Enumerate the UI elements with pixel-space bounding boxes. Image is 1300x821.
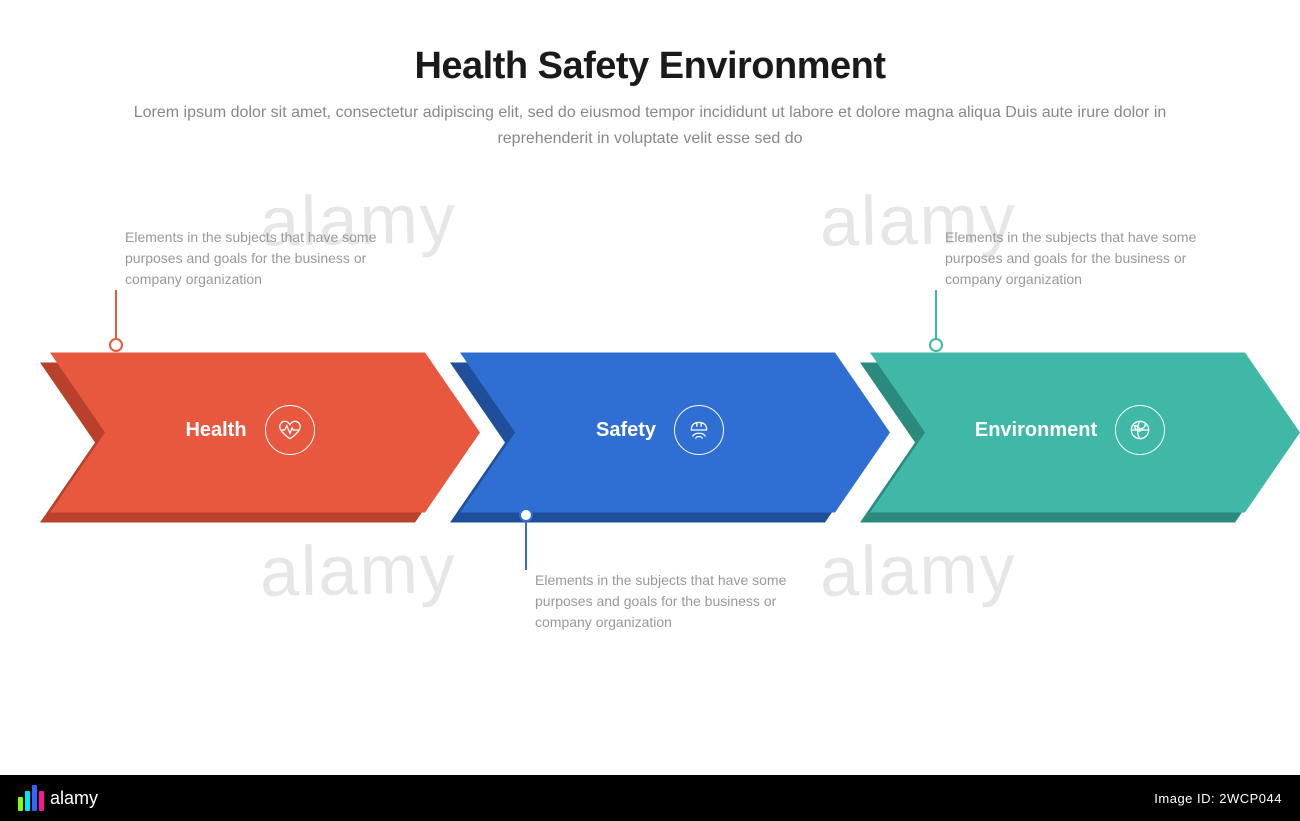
arrow-flow-diagram: Health Elements in the subjects that hav… xyxy=(35,350,1265,510)
page-subtitle: Lorem ipsum dolor sit amet, consectetur … xyxy=(110,100,1190,151)
callout-text: Elements in the subjects that have some … xyxy=(945,227,1215,290)
watermark: alamy xyxy=(819,528,1017,611)
callout-text: Elements in the subjects that have some … xyxy=(125,227,395,290)
arrow-block-environment: Environment xyxy=(855,350,1285,510)
arrow-label: Health xyxy=(185,419,246,442)
callout-health: Elements in the subjects that have some … xyxy=(115,227,395,290)
footer-logo-icon xyxy=(18,785,44,811)
globe-leaf-icon xyxy=(1115,405,1165,455)
callout-safety: Elements in the subjects that have some … xyxy=(525,570,805,633)
arrow-content: Health xyxy=(35,350,465,510)
watermark: alamy xyxy=(259,528,457,611)
arrow-content: Environment xyxy=(855,350,1285,510)
hardhat-hand-icon xyxy=(674,405,724,455)
heart-pulse-icon xyxy=(265,405,315,455)
callout-connector-line xyxy=(525,522,527,570)
callout-connector-line xyxy=(935,290,937,338)
arrow-block-safety: Safety xyxy=(445,350,875,510)
callout-connector-dot xyxy=(519,508,533,522)
footer-image-id: Image ID: 2WCP044 xyxy=(1154,791,1282,806)
arrow-label: Safety xyxy=(596,419,656,442)
callout-environment: Elements in the subjects that have some … xyxy=(935,227,1215,290)
callout-connector-line xyxy=(115,290,117,338)
page-title: Health Safety Environment xyxy=(0,45,1300,88)
arrow-block-health: Health xyxy=(35,350,465,510)
footer-logo: alamy xyxy=(18,785,98,811)
callout-text: Elements in the subjects that have some … xyxy=(535,570,805,633)
arrow-content: Safety xyxy=(445,350,875,510)
footer-bar: alamy Image ID: 2WCP044 xyxy=(0,775,1300,821)
arrow-label: Environment xyxy=(975,419,1097,442)
header: Health Safety Environment Lorem ipsum do… xyxy=(0,0,1300,151)
footer-logo-text: alamy xyxy=(50,788,98,809)
